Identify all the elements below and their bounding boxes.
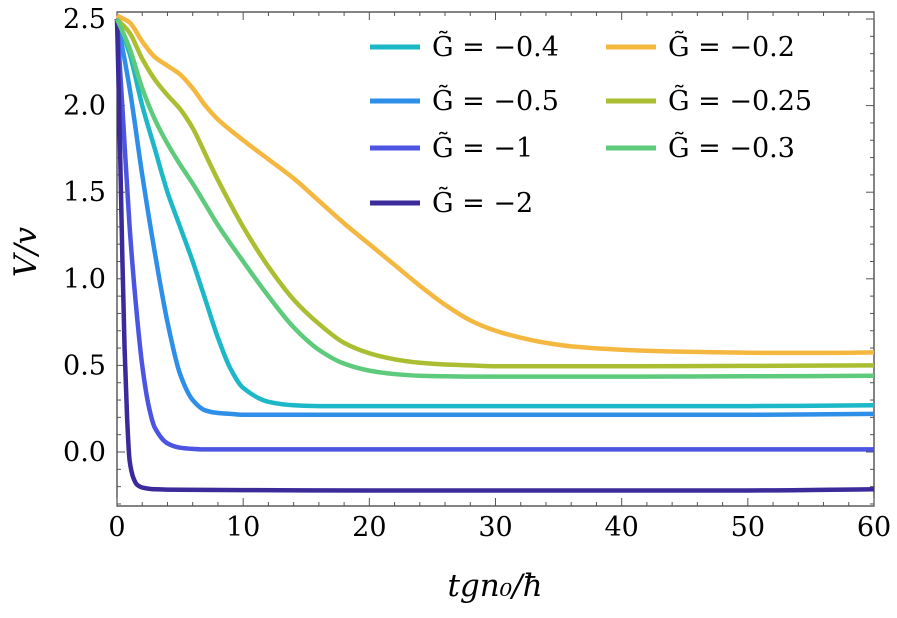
- tick-labels: 0 10 20 30 40 50 60 0.0 0.5 1.0 1.5 2.0 2.5: [63, 4, 891, 543]
- y-tick-label: 0.5: [63, 350, 106, 381]
- series-line-1: [114, 18, 875, 418]
- legend-label: G̃ = −0.2: [668, 30, 795, 63]
- x-tick-label: 0: [108, 512, 125, 543]
- legend-label: G̃ = −0.4: [432, 30, 559, 63]
- x-tick-label: 60: [857, 512, 891, 543]
- legend-label: G̃ = −2: [432, 186, 533, 219]
- y-tick-label: 1.0: [63, 264, 106, 295]
- y-axis-title: V/v: [8, 226, 44, 277]
- x-tick-label: 50: [731, 512, 765, 543]
- legend-label: G̃ = −1: [432, 131, 533, 164]
- x-tick-label: 30: [478, 512, 512, 543]
- y-tick-label: 2.0: [63, 91, 106, 122]
- series-line-6: [114, 18, 875, 379]
- legend: G̃ = −0.4 G̃ = −0.5 G̃ = −1 G̃ = −2 G̃ = −0.…: [370, 30, 812, 219]
- legend-label: G̃ = −0.25: [668, 84, 812, 117]
- series-line-4: [115, 13, 875, 356]
- series-line-3: [114, 18, 875, 493]
- y-tick-label: 1.5: [63, 177, 106, 208]
- series-line-0: [114, 18, 875, 409]
- x-tick-label: 40: [604, 512, 638, 543]
- series-lines: [114, 13, 875, 493]
- legend-label: G̃ = −0.3: [668, 131, 795, 164]
- x-tick-label: 20: [352, 512, 386, 543]
- series-line-5: [115, 17, 875, 369]
- y-tick-label: 0.0: [63, 437, 106, 468]
- legend-label: G̃ = −0.5: [432, 84, 559, 117]
- y-tick-label: 2.5: [63, 4, 106, 35]
- x-tick-label: 10: [226, 512, 260, 543]
- x-axis-title: tgn₀/ħ: [447, 568, 542, 604]
- series-line-2: [114, 18, 874, 452]
